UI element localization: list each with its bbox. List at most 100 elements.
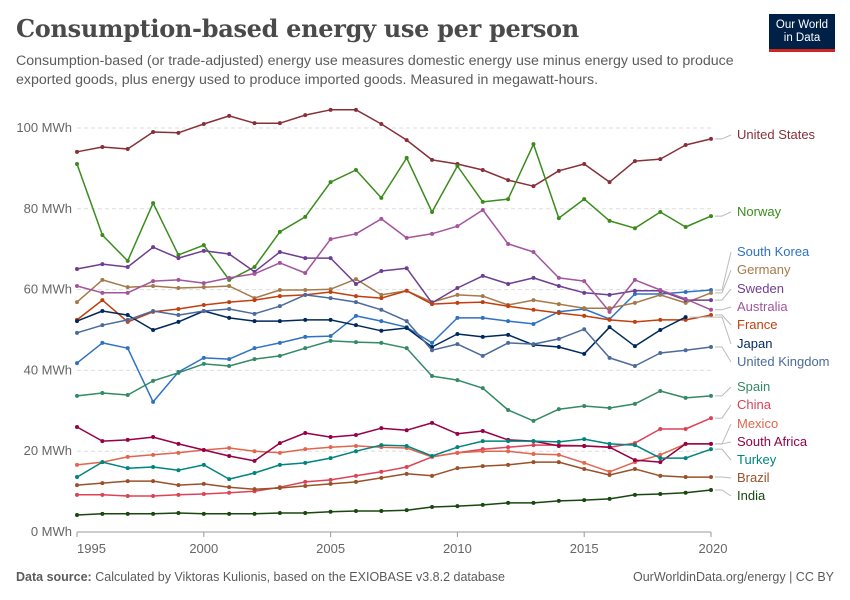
data-point-spain xyxy=(582,403,587,408)
series-line-australia xyxy=(76,209,712,313)
data-point-australia xyxy=(151,279,156,284)
data-point-mexico xyxy=(303,447,308,452)
data-point-south-korea xyxy=(480,315,485,320)
data-point-united-kingdom xyxy=(176,313,181,318)
series-label-united-states: United States xyxy=(737,127,816,142)
data-point-spain xyxy=(632,401,637,406)
data-point-norway xyxy=(303,214,308,219)
data-point-japan xyxy=(227,315,232,320)
data-point-mexico xyxy=(353,443,358,448)
data-point-south-africa xyxy=(277,441,282,446)
label-connector xyxy=(715,423,732,445)
data-point-spain xyxy=(379,340,384,345)
footer-link[interactable]: OurWorldinData.org/energy | CC BY xyxy=(632,570,834,584)
data-point-australia xyxy=(430,231,435,236)
data-point-spain xyxy=(252,357,257,362)
data-point-sweden xyxy=(328,256,333,261)
data-point-south-africa xyxy=(227,454,232,459)
data-point-germany xyxy=(277,288,282,293)
label-connector xyxy=(715,306,732,311)
data-point-united-states xyxy=(506,178,511,183)
data-point-turkey xyxy=(353,449,358,454)
data-point-mexico xyxy=(277,450,282,455)
data-point-united-kingdom xyxy=(430,348,435,353)
data-point-south-korea xyxy=(75,361,79,366)
data-point-japan xyxy=(151,328,156,332)
y-tick-label: 60 MWh xyxy=(24,282,72,297)
data-point-brazil xyxy=(632,466,637,471)
data-point-south-korea xyxy=(709,288,713,293)
data-point-brazil xyxy=(252,487,257,492)
data-point-brazil xyxy=(151,479,156,484)
data-point-brazil xyxy=(607,473,612,478)
data-point-germany xyxy=(531,298,536,303)
data-point-norway xyxy=(556,216,561,221)
data-point-india xyxy=(201,511,206,516)
data-point-spain xyxy=(430,374,435,379)
data-point-australia xyxy=(100,290,105,295)
data-point-united-kingdom xyxy=(455,342,460,347)
data-point-australia xyxy=(277,260,282,265)
data-point-south-africa xyxy=(556,443,561,448)
data-point-united-kingdom xyxy=(303,292,308,297)
data-point-australia xyxy=(683,296,688,301)
data-point-china xyxy=(100,492,105,497)
data-point-india xyxy=(252,511,257,516)
data-point-japan xyxy=(506,332,511,337)
data-point-spain xyxy=(303,346,308,351)
data-point-sweden xyxy=(125,264,130,269)
data-point-south-africa xyxy=(582,443,587,448)
data-point-south-africa xyxy=(353,433,358,438)
data-point-turkey xyxy=(277,462,282,467)
data-point-united-kingdom xyxy=(379,307,384,312)
data-point-turkey xyxy=(252,471,257,476)
data-point-germany xyxy=(100,277,105,282)
data-point-japan xyxy=(404,325,409,330)
data-point-norway xyxy=(151,201,156,206)
data-point-brazil xyxy=(353,479,358,484)
data-point-brazil xyxy=(455,466,460,471)
data-point-japan xyxy=(480,334,485,339)
logo-line-1: Our World xyxy=(775,19,829,31)
data-point-south-africa xyxy=(632,458,637,463)
data-point-brazil xyxy=(176,483,181,488)
data-point-turkey xyxy=(455,445,460,450)
data-point-india xyxy=(303,511,308,516)
data-point-japan xyxy=(582,351,587,356)
series-line-south-africa xyxy=(76,422,711,463)
data-point-australia xyxy=(709,307,713,312)
series-label-australia: Australia xyxy=(737,299,788,314)
data-point-mexico xyxy=(556,452,561,457)
data-point-united-kingdom xyxy=(75,330,79,335)
data-point-south-africa xyxy=(125,437,130,442)
data-point-mexico xyxy=(151,452,156,457)
data-point-united-states xyxy=(582,161,587,166)
data-point-sweden xyxy=(75,266,79,271)
owid-logo[interactable]: Our World in Data xyxy=(769,14,835,52)
data-point-turkey xyxy=(176,468,181,473)
data-point-france xyxy=(556,311,561,316)
data-point-south-korea xyxy=(227,357,232,362)
label-connector xyxy=(715,251,732,291)
data-point-australia xyxy=(75,283,79,288)
data-point-turkey xyxy=(227,477,232,482)
data-point-india xyxy=(683,490,688,495)
data-point-india xyxy=(430,504,435,509)
data-point-south-korea xyxy=(201,355,206,360)
data-point-south-korea xyxy=(151,399,156,404)
data-point-australia xyxy=(125,290,130,295)
data-point-france xyxy=(632,319,637,324)
data-point-spain xyxy=(658,389,663,394)
x-tick-label: 2000 xyxy=(189,541,218,556)
data-point-south-africa xyxy=(455,431,460,436)
data-point-germany xyxy=(379,292,384,297)
data-point-mexico xyxy=(455,450,460,455)
data-point-japan xyxy=(353,323,358,328)
y-tick-label: 0 MWh xyxy=(31,524,72,539)
data-point-united-states xyxy=(683,142,688,147)
data-point-japan xyxy=(277,319,282,324)
data-point-australia xyxy=(328,237,333,242)
data-point-turkey xyxy=(379,443,384,448)
data-point-brazil xyxy=(709,475,713,480)
